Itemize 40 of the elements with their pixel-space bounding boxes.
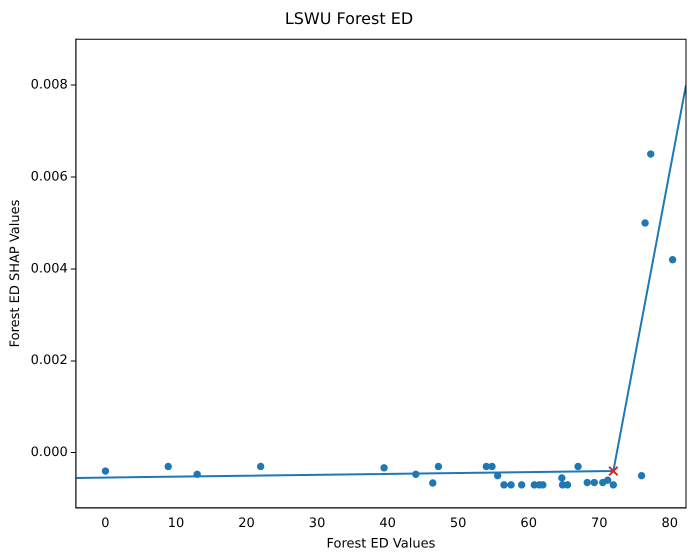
point	[193, 470, 201, 478]
y-tick-label: 0.004	[30, 261, 68, 276]
point	[638, 472, 646, 480]
point	[518, 481, 526, 489]
y-tick-label: 0.002	[30, 353, 68, 368]
y-axis-title: Forest ED SHAP Values	[8, 199, 24, 348]
point	[507, 481, 515, 489]
point	[647, 150, 654, 158]
x-tick-label: 70	[590, 516, 608, 531]
y-tick-label: 0.006	[30, 169, 68, 184]
point	[584, 478, 591, 486]
point	[558, 474, 566, 482]
chart-title: LSWU Forest ED	[284, 8, 414, 28]
x-tick-label: 80	[662, 516, 678, 531]
point	[668, 256, 676, 264]
point	[429, 479, 436, 487]
point	[608, 466, 619, 476]
x-tick-label: 30	[308, 516, 326, 531]
point	[412, 470, 420, 478]
point	[380, 464, 388, 472]
point	[102, 467, 110, 475]
point	[256, 462, 264, 470]
x-axis-title: Forest ED Values	[326, 536, 436, 552]
x-tick-label: 0	[101, 516, 110, 531]
point	[574, 462, 582, 470]
x-tick-label: 50	[450, 516, 466, 531]
point	[164, 462, 172, 470]
point	[434, 462, 442, 470]
x-tick-label: 20	[238, 516, 255, 531]
point	[500, 481, 508, 489]
point	[641, 219, 649, 227]
y-tick-label: 0.008	[30, 78, 68, 93]
x-tick-label: 40	[379, 516, 396, 531]
point	[590, 478, 598, 486]
x-tick-label: 10	[168, 516, 184, 531]
point	[488, 462, 496, 470]
point	[610, 481, 618, 489]
x-tick-label: 60	[520, 516, 537, 531]
point	[604, 476, 612, 484]
y-tick-label: 0.000	[30, 445, 68, 460]
